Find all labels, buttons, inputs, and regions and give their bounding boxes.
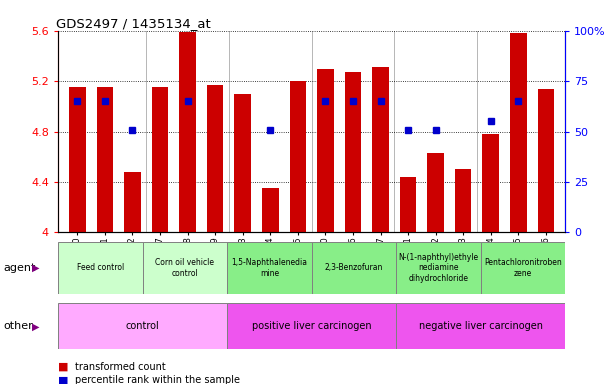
- Text: Feed control: Feed control: [77, 263, 124, 272]
- Bar: [372, 67, 389, 232]
- Bar: [227, 242, 312, 294]
- Bar: [396, 303, 565, 349]
- Text: percentile rank within the sample: percentile rank within the sample: [75, 375, 240, 384]
- Bar: [510, 33, 527, 232]
- Bar: [455, 169, 472, 232]
- Bar: [262, 188, 279, 232]
- Text: ■: ■: [58, 375, 68, 384]
- Bar: [481, 242, 565, 294]
- Text: negative liver carcinogen: negative liver carcinogen: [419, 321, 543, 331]
- Text: 1,5-Naphthalenedia
mine: 1,5-Naphthalenedia mine: [232, 258, 307, 278]
- Bar: [538, 89, 554, 232]
- Bar: [317, 68, 334, 232]
- Text: control: control: [126, 321, 159, 331]
- Text: Pentachloronitroben
zene: Pentachloronitroben zene: [484, 258, 562, 278]
- Bar: [124, 172, 141, 232]
- Bar: [179, 32, 196, 232]
- Bar: [97, 88, 113, 232]
- Text: agent: agent: [3, 263, 35, 273]
- Bar: [152, 88, 168, 232]
- Text: 2,3-Benzofuran: 2,3-Benzofuran: [324, 263, 383, 272]
- Bar: [396, 242, 481, 294]
- Bar: [483, 134, 499, 232]
- Bar: [345, 72, 361, 232]
- Text: N-(1-naphthyl)ethyle
nediamine
dihydrochloride: N-(1-naphthyl)ethyle nediamine dihydroch…: [398, 253, 478, 283]
- Bar: [312, 242, 396, 294]
- Bar: [58, 303, 227, 349]
- Text: transformed count: transformed count: [75, 362, 166, 372]
- Text: Corn oil vehicle
control: Corn oil vehicle control: [155, 258, 214, 278]
- Text: GDS2497 / 1435134_at: GDS2497 / 1435134_at: [56, 17, 210, 30]
- Bar: [142, 242, 227, 294]
- Bar: [400, 177, 416, 232]
- Bar: [58, 242, 142, 294]
- Bar: [427, 153, 444, 232]
- Bar: [290, 81, 306, 232]
- Text: ■: ■: [58, 362, 68, 372]
- Text: ▶: ▶: [32, 263, 39, 273]
- Bar: [227, 303, 396, 349]
- Text: positive liver carcinogen: positive liver carcinogen: [252, 321, 371, 331]
- Bar: [207, 85, 224, 232]
- Bar: [235, 94, 251, 232]
- Bar: [69, 88, 86, 232]
- Text: other: other: [3, 321, 33, 331]
- Text: ▶: ▶: [32, 321, 39, 331]
